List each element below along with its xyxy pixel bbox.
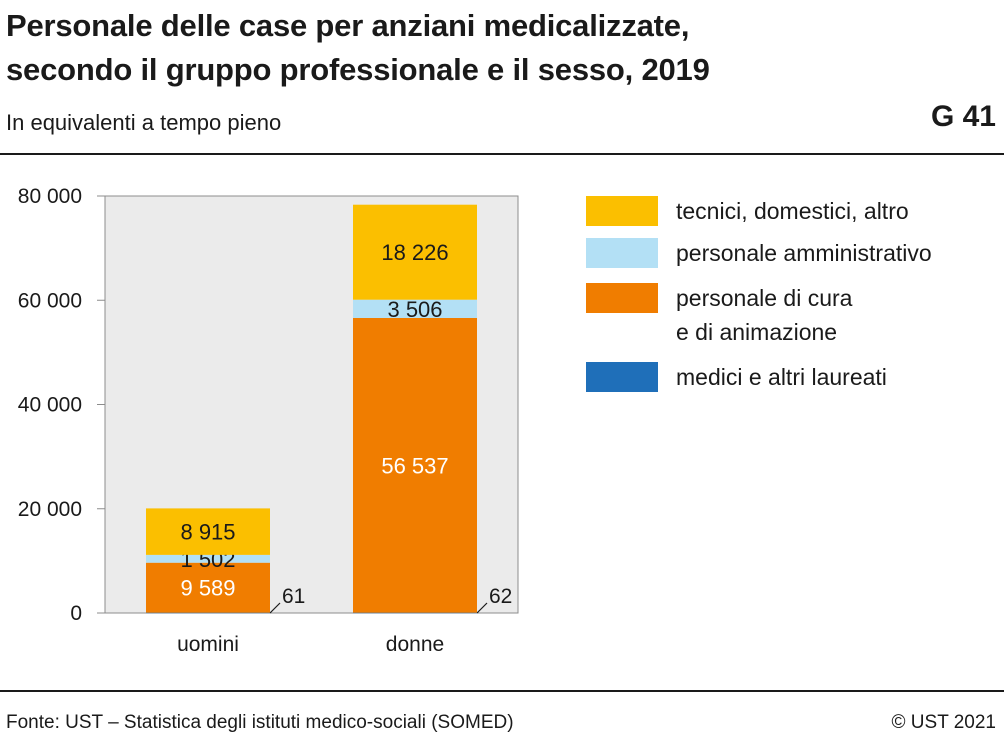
bar-segment [146,562,270,613]
legend-swatch [586,283,658,313]
data-label: 3 506 [387,297,442,322]
bar-segment [146,508,270,555]
chart-title-line-1: Personale delle case per anziani medical… [6,8,690,43]
bar-segment [146,554,270,563]
bottom-divider [0,690,1004,692]
bar-segment [146,612,270,614]
data-label: 56 537 [381,453,448,478]
legend-swatch [586,362,658,392]
y-tick-label: 40 000 [18,394,82,417]
copyright-note: © UST 2021 [891,712,996,733]
y-tick-label: 60 000 [18,289,82,312]
chart-code: G 41 [930,100,996,133]
bar-segment [353,204,477,300]
data-label-leader [269,602,281,614]
top-divider [0,153,1004,155]
source-note: Fonte: UST – Statistica degli istituti m… [6,712,514,733]
y-tick-label: 80 000 [18,185,82,208]
legend-label: personale amministrativo [676,240,932,266]
bar-segment [353,299,477,318]
legend-label: personale di cura [676,285,853,311]
legend-swatch [586,238,658,268]
chart-title-line-2: secondo il gruppo professionale e il ses… [6,52,710,87]
data-label: 62 [489,585,512,608]
y-tick-label: 20 000 [18,498,82,521]
y-tick-label: 0 [70,602,82,625]
bar-segment [353,612,477,614]
legend-label: tecnici, domestici, altro [676,198,909,224]
x-category-label: uomini [177,633,239,656]
data-label: 9 589 [180,576,235,601]
chart-subtitle: In equivalenti a tempo pieno [6,110,282,135]
data-label: 8 915 [180,520,235,545]
data-label: 61 [282,585,305,608]
legend-label: medici e altri laureati [676,364,887,390]
legend-swatch [586,196,658,226]
chart-title: Personale delle case per anziani medical… [6,4,710,92]
legend-label: e di animazione [676,319,838,345]
x-category-label: donne [386,633,444,656]
bar-segment [353,317,477,613]
data-label-leader [476,602,488,614]
data-label: 18 226 [381,240,448,265]
